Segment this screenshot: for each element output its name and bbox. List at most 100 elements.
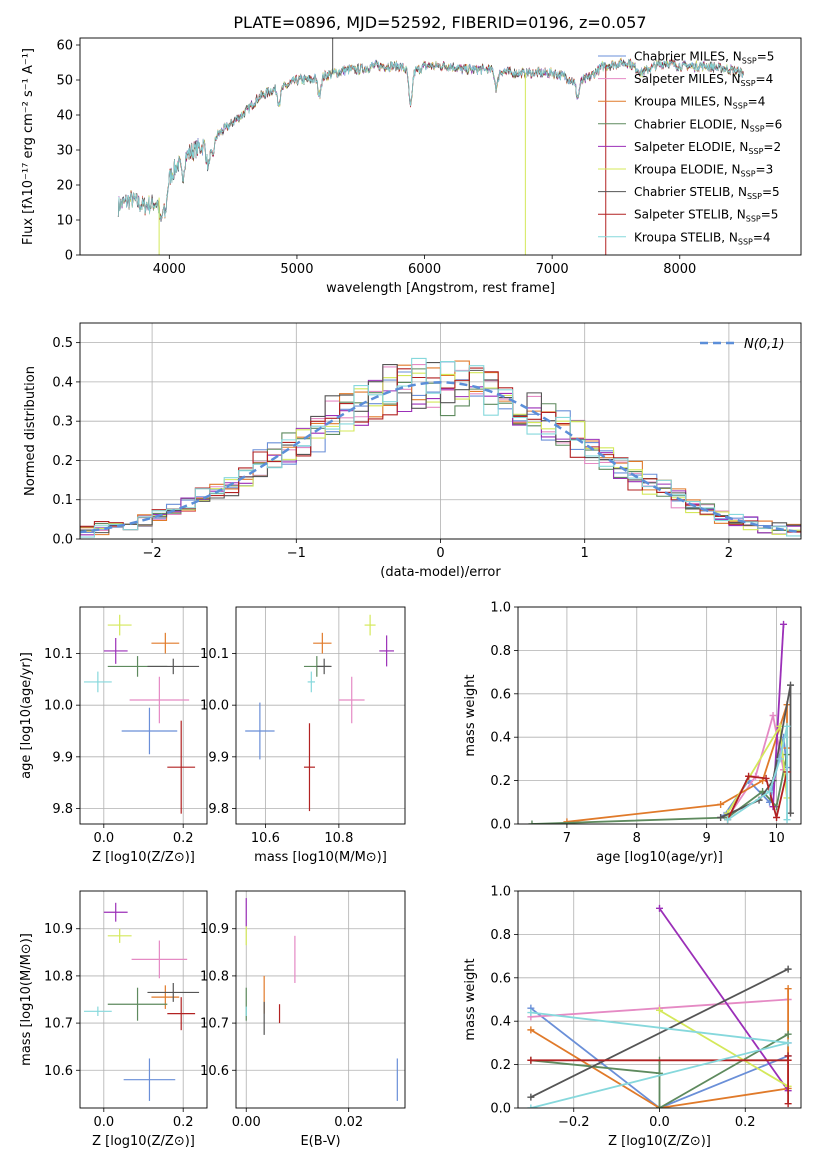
- y-tick-label: 0.1: [52, 493, 73, 508]
- spectra: [117, 38, 744, 255]
- legend-subscript: SSP: [741, 170, 756, 179]
- legend-value: =3: [756, 163, 774, 177]
- weight-marker: [784, 985, 792, 993]
- y-tick-label: 10.6: [200, 1064, 229, 1079]
- y-tick-label: 10: [56, 214, 73, 229]
- legend-text: Salpeter ELODIE, N: [634, 140, 748, 154]
- x-tick-label: 0.0: [93, 1115, 114, 1130]
- weight-line: [530, 1055, 789, 1104]
- legend-subscript: SSP: [742, 57, 757, 66]
- y-tick-label: 10.0: [200, 699, 229, 714]
- weight-line: [530, 968, 789, 1099]
- y-tick-label: 0.2: [490, 774, 511, 789]
- axes-frame: [235, 606, 406, 825]
- residual-histogram-panel: −2 −1 0 1 2 0.0 0.1 0.2 0.3 0.4 0.5 (data-model)/er…: [23, 322, 802, 580]
- x-tick-label: 0.0: [93, 831, 114, 846]
- x-tick-label: 10.6: [251, 831, 280, 846]
- legend-text: Chabrier MILES, N: [634, 50, 742, 64]
- x-tick-label: 4000: [153, 262, 186, 277]
- y-axis-label: mass weight: [463, 958, 478, 1040]
- weight-marker: [717, 800, 725, 808]
- y-tick-label: 10.9: [200, 922, 229, 937]
- x-tick-label: 0.2: [173, 1115, 194, 1130]
- y-tick-label: 50: [56, 74, 73, 89]
- y-tick-label: 0.0: [490, 1102, 511, 1117]
- y-tick-label: 0.0: [490, 818, 511, 833]
- legend-subscript: SSP: [747, 192, 762, 201]
- histograms: [80, 357, 801, 538]
- weight-marker: [528, 820, 536, 824]
- x-tick-label: 0: [436, 546, 444, 561]
- legend-text: Salpeter MILES, N: [634, 72, 741, 86]
- weight-marker: [784, 965, 792, 973]
- legend-label: Chabrier MILES, NSSP=5: [634, 50, 774, 66]
- weight-marker: [527, 1104, 535, 1108]
- weight-marker: [527, 1056, 535, 1064]
- legend-subscript: SSP: [738, 237, 753, 246]
- y-tick-label: 10.7: [44, 1017, 73, 1032]
- y-tick-label: 0.8: [490, 928, 511, 943]
- legend-subscript: SSP: [733, 102, 748, 111]
- y-tick-label: 9.8: [52, 802, 73, 817]
- legend-text: Chabrier STELIB, N: [634, 185, 747, 199]
- legend-label: Chabrier STELIB, NSSP=5: [634, 185, 780, 201]
- y-tick-label: 0.6: [490, 971, 511, 986]
- legend-label: Chabrier ELODIE, NSSP=6: [634, 117, 782, 133]
- x-axis-label: wavelength [Angstrom, rest frame]: [326, 281, 555, 296]
- x-tick-label: 7000: [536, 262, 569, 277]
- weight-marker: [784, 1039, 792, 1047]
- y-axis-label: Normed distribution: [23, 366, 38, 496]
- y-tick-label: 10.7: [200, 1017, 229, 1032]
- error-bars: [245, 898, 398, 1101]
- mass-weight-vs-metallicity-panel: −0.2 0.0 0.2 0.0 0.2 0.4 0.6 0.8 1.0 Z [log10(Z/Z…: [463, 885, 802, 1149]
- y-tick-label: 0.8: [490, 644, 511, 659]
- weight-marker: [766, 787, 774, 795]
- weight-marker: [787, 681, 795, 689]
- age-vs-metallicity-panel: 0.0 0.2 9.8 9.9 10.0 10.1 Z [log10(Z/Z⊙)] age […: [19, 606, 208, 865]
- x-axis-label: age [log10(age/yr)]: [596, 850, 723, 865]
- weight-marker: [527, 1093, 535, 1101]
- y-tick-label: 10.9: [44, 922, 73, 937]
- legend-value: =5: [757, 50, 775, 64]
- histogram-step: [80, 357, 801, 538]
- weight-marker: [783, 816, 791, 824]
- weight-marker: [745, 772, 753, 780]
- legend-value: =4: [756, 72, 774, 86]
- weight-line: [530, 988, 789, 1108]
- y-tick-label: 1.0: [490, 601, 511, 616]
- y-tick-label: 0.4: [52, 375, 73, 390]
- x-tick-label: 0.0: [649, 1115, 670, 1130]
- weight-lines: [528, 620, 795, 824]
- weight-marker: [780, 620, 788, 628]
- legend-label: Kroupa MILES, NSSP=4: [634, 95, 765, 111]
- weight-marker: [724, 816, 732, 824]
- legend-value: =4: [748, 95, 766, 109]
- y-tick-label: 10.0: [44, 699, 73, 714]
- legend-text: Kroupa STELIB, N: [634, 230, 738, 244]
- y-tick-label: 0: [65, 249, 73, 264]
- weight-marker: [563, 818, 571, 824]
- error-bars: [83, 614, 200, 814]
- x-tick-label: 1: [581, 546, 589, 561]
- weight-lines: [527, 904, 792, 1108]
- legend-text: Kroupa MILES, N: [634, 95, 733, 109]
- legend-value: =2: [763, 140, 781, 154]
- x-tick-label: 10: [768, 831, 785, 846]
- legend-text: Kroupa ELODIE, N: [634, 163, 741, 177]
- y-tick-label: 0.2: [490, 1058, 511, 1073]
- error-bars: [245, 614, 394, 812]
- y-tick-label: 9.8: [208, 802, 229, 817]
- y-tick-label: 0.4: [490, 1015, 511, 1030]
- y-tick-label: 0.2: [52, 454, 73, 469]
- x-axis-label: Z [log10(Z/Z⊙)]: [92, 1134, 195, 1149]
- x-tick-label: 0.02: [334, 1115, 363, 1130]
- y-tick-label: 10.8: [200, 969, 229, 984]
- weight-marker: [762, 774, 770, 782]
- y-axis-label: age [log10(age/yr)]: [19, 652, 34, 779]
- weight-marker: [656, 1104, 663, 1108]
- error-bars: [83, 902, 200, 1101]
- weight-marker: [769, 712, 777, 719]
- x-axis-label: Z [log10(Z/Z⊙)]: [608, 1134, 711, 1149]
